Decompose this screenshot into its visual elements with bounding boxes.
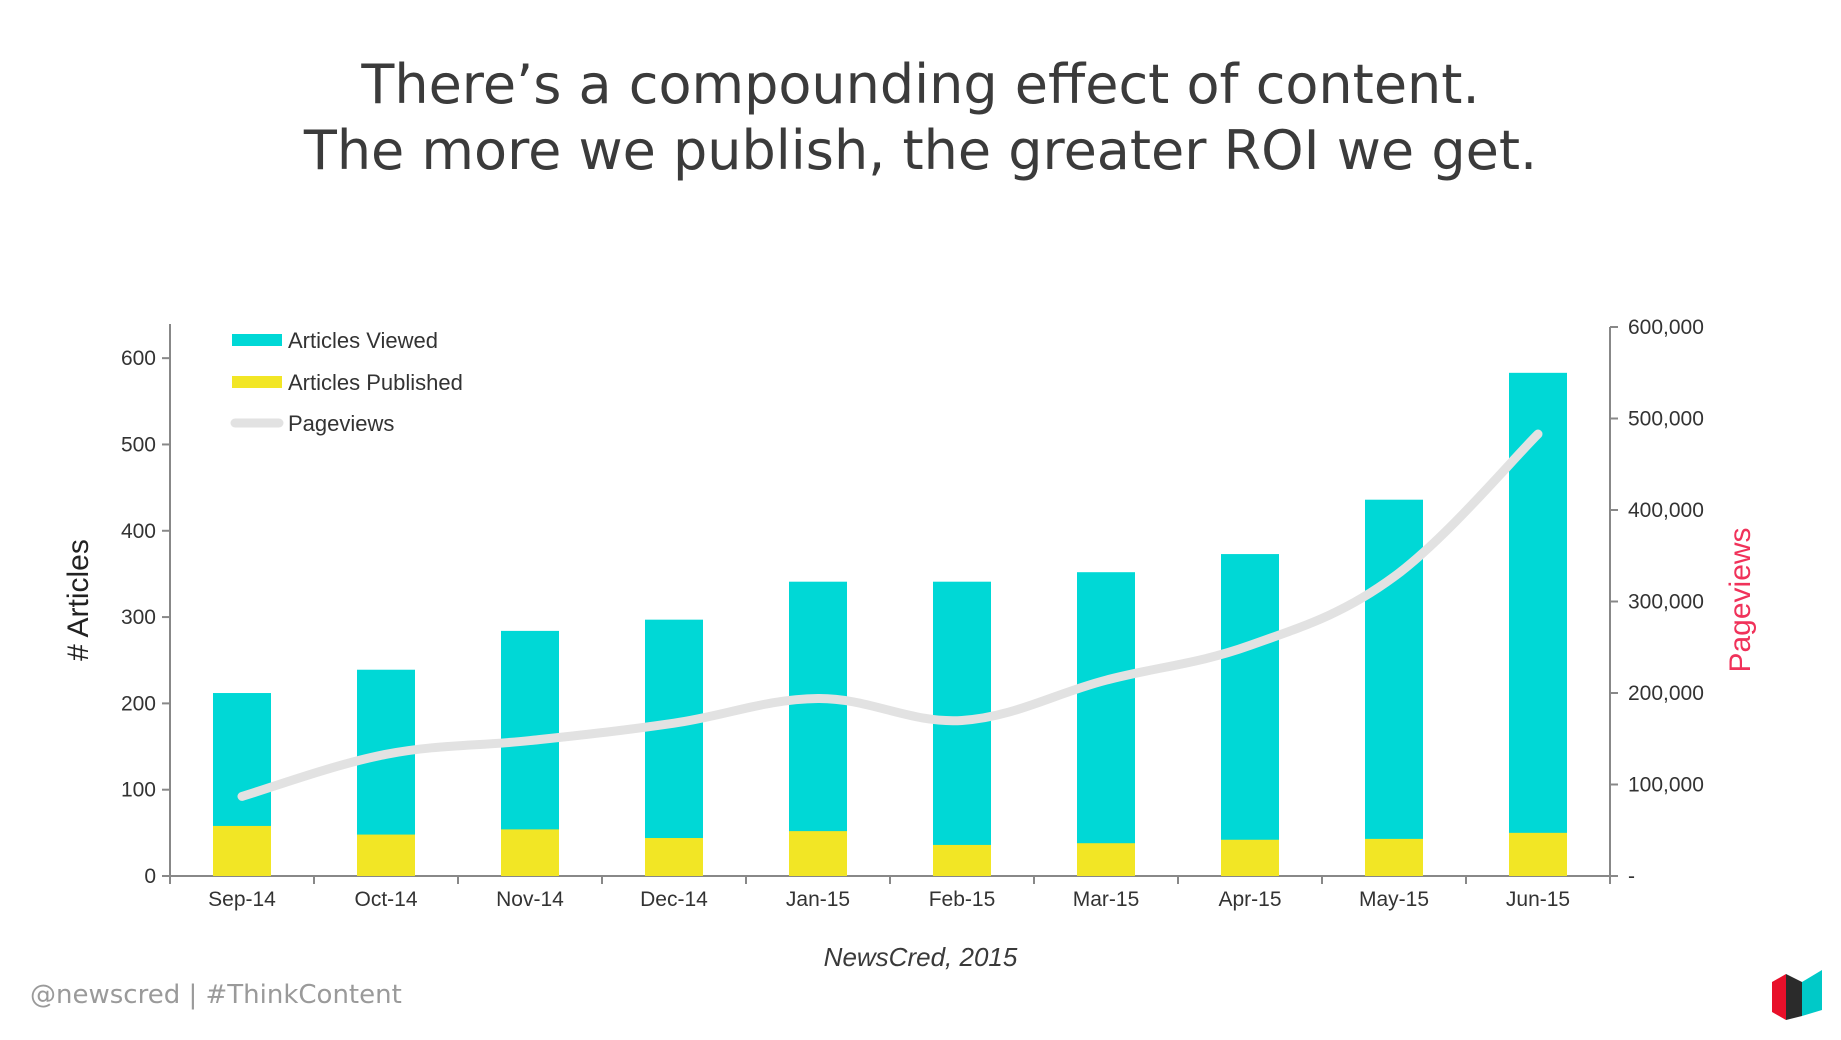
bar-articles-published	[933, 844, 991, 876]
right-axis-title: Pageviews	[1724, 527, 1757, 672]
bar-articles-viewed	[933, 581, 991, 876]
right-tick-label: 500,000	[1628, 408, 1704, 431]
legend-swatch-viewed	[232, 334, 282, 346]
right-tick-label: -	[1628, 865, 1635, 888]
x-tick-label: May-15	[1359, 888, 1429, 911]
right-tick-label: 400,000	[1628, 499, 1704, 522]
left-tick-label: 600	[121, 347, 156, 370]
left-axis-title: # Articles	[62, 539, 95, 661]
bar-articles-published	[645, 838, 703, 876]
x-tick-label: Apr-15	[1218, 888, 1281, 911]
bar-articles-published	[501, 829, 559, 876]
logo-teal-shape	[1802, 970, 1822, 1016]
right-tick-label: 100,000	[1628, 774, 1704, 797]
x-tick-label: Nov-14	[496, 888, 564, 911]
newscred-logo-icon	[1772, 970, 1822, 1020]
legend-label: Articles Viewed	[288, 328, 438, 353]
left-tick-label: 100	[121, 779, 156, 802]
x-tick-label: Feb-15	[929, 888, 996, 911]
chart-source: NewsCred, 2015	[823, 942, 1018, 972]
x-tick-label: Jan-15	[786, 888, 850, 911]
legend-label: Articles Published	[288, 370, 463, 395]
title-line-1: There’s a compounding effect of content.	[361, 53, 1480, 116]
left-tick-label: 200	[121, 692, 156, 715]
bar-articles-published	[1221, 839, 1279, 876]
bar-articles-viewed	[645, 619, 703, 876]
left-tick-label: 400	[121, 520, 156, 543]
x-tick-label: Oct-14	[354, 888, 417, 911]
footer-handles: @newscred | #ThinkContent	[30, 980, 402, 1010]
bar-articles-published	[1077, 843, 1135, 876]
bar-articles-published	[357, 834, 415, 876]
pageviews-line	[237, 429, 1543, 801]
x-tick-label: Jun-15	[1506, 888, 1570, 911]
bar-articles-viewed	[1509, 372, 1567, 876]
right-tick-label: 200,000	[1628, 682, 1704, 705]
bar-articles-viewed	[1221, 554, 1279, 876]
logo-red-shape	[1772, 974, 1786, 1020]
bar-articles-published	[1509, 832, 1567, 876]
x-tick-label: Mar-15	[1073, 888, 1140, 911]
bar-articles-published	[213, 825, 271, 876]
bar-articles-published	[1365, 838, 1423, 876]
legend-swatch-published	[232, 376, 282, 388]
left-tick-label: 0	[144, 865, 156, 888]
title-line-2: The more we publish, the greater ROI we …	[303, 119, 1538, 182]
legend-label: Pageviews	[288, 411, 394, 436]
right-tick-label: 300,000	[1628, 591, 1704, 614]
bar-articles-viewed	[789, 581, 847, 876]
bar-articles-viewed	[1077, 572, 1135, 876]
left-tick-label: 300	[121, 606, 156, 629]
bar-articles-published	[789, 831, 847, 876]
logo-dark-shape	[1786, 974, 1802, 1020]
left-tick-label: 500	[121, 433, 156, 456]
x-tick-label: Dec-14	[640, 888, 708, 911]
right-tick-label: 600,000	[1628, 316, 1704, 339]
slide-title: There’s a compounding effect of content.…	[0, 52, 1841, 184]
x-tick-label: Sep-14	[208, 888, 276, 911]
